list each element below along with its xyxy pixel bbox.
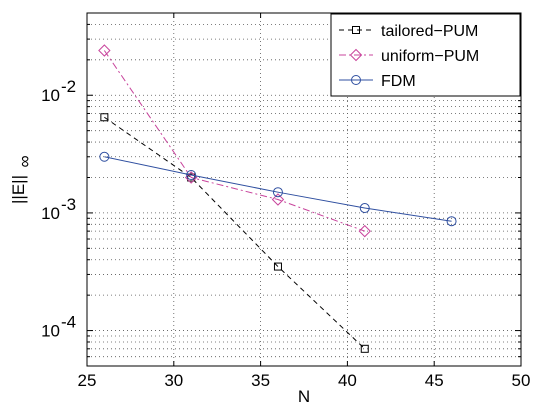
x-tick-label: 50 xyxy=(512,371,531,390)
y-axis-label-subscript: ∞ xyxy=(15,155,34,167)
legend-marker xyxy=(352,26,360,34)
x-tick-label: 25 xyxy=(78,371,97,390)
y-axis-label: ||E|| ∞ xyxy=(9,155,34,204)
y-axis-label-main: ||E|| xyxy=(9,175,28,204)
x-tick-label: 45 xyxy=(425,371,444,390)
data-point xyxy=(273,262,282,271)
y-tick-label: 10 xyxy=(41,204,60,223)
grid xyxy=(87,13,521,366)
data-point xyxy=(272,187,283,198)
data-point xyxy=(359,203,370,214)
legend-entry: tailored−PUM xyxy=(381,23,478,40)
data-point xyxy=(446,216,457,227)
data-point xyxy=(360,344,369,353)
data-point xyxy=(100,113,109,122)
legend: tailored−PUM uniform−PUM FDM xyxy=(330,13,521,97)
data-point xyxy=(271,193,285,206)
legend-entry: FDM xyxy=(381,73,416,90)
data-point xyxy=(98,44,111,57)
axis-labels: N ||E|| ∞ xyxy=(9,155,310,406)
x-tick-label: 30 xyxy=(164,371,183,390)
legend-marker xyxy=(351,75,361,85)
series-line xyxy=(104,116,366,350)
x-tick-label: 40 xyxy=(338,371,357,390)
legend-marker xyxy=(349,48,363,62)
y-tick-label: 10 xyxy=(41,322,60,341)
x-axis-label: N xyxy=(298,387,310,406)
data-point xyxy=(358,224,371,238)
y-tick-label-exponent: -4 xyxy=(61,313,76,332)
y-tick-label-exponent: -2 xyxy=(61,77,76,96)
legend-entry: uniform−PUM xyxy=(381,48,479,65)
series-layer xyxy=(98,44,457,353)
x-tick-label: 35 xyxy=(251,371,270,390)
series-line xyxy=(103,50,365,232)
series-line xyxy=(104,156,452,222)
data-point xyxy=(99,151,110,162)
data-point xyxy=(186,169,197,180)
legend-box xyxy=(330,13,521,97)
series-0 xyxy=(100,113,369,353)
y-tick-label: 10 xyxy=(41,86,60,105)
series-2 xyxy=(99,151,457,227)
plot-frame xyxy=(86,12,522,367)
y-tick-label-exponent: -3 xyxy=(61,195,76,214)
